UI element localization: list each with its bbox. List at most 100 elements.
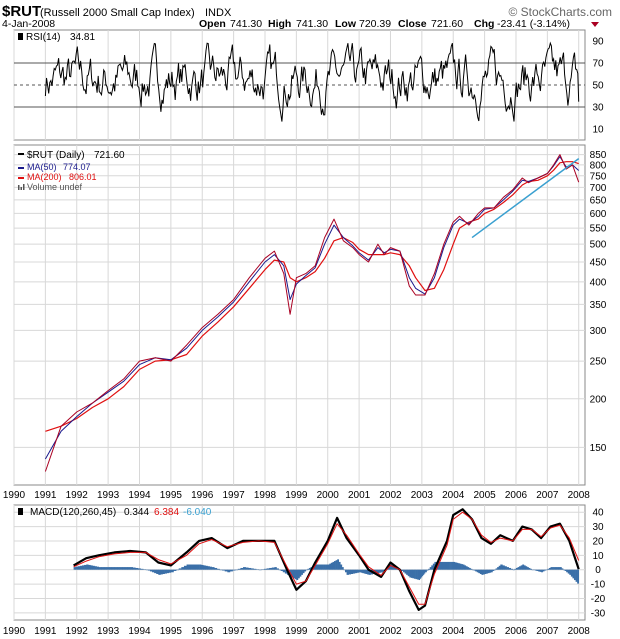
macd-histogram-bar — [149, 569, 153, 572]
price-line — [44, 154, 580, 472]
rsi-plot: 90 70 50 30 10 — [13, 30, 604, 140]
price-tick-label: 300 — [590, 326, 607, 337]
macd-histogram-bar — [429, 567, 432, 570]
macd-histogram-bar — [360, 569, 363, 573]
macd-histogram-bar — [457, 563, 460, 570]
x-axis-year-label: 1999 — [285, 490, 308, 501]
x-axis-year-label: 1990 — [3, 626, 26, 637]
ma50-legend-label: MA(50) — [27, 162, 57, 172]
price-legend-value: 721.60 — [94, 150, 125, 161]
x-axis-year-label: 2004 — [442, 626, 465, 637]
macd-histogram-bar — [188, 564, 192, 570]
macd-histogram-bar — [315, 564, 318, 570]
macd-histogram-bar — [473, 569, 476, 571]
price-tick-label: 200 — [590, 394, 607, 405]
macd-histogram-bar — [431, 565, 434, 570]
macd-histogram-bar — [390, 564, 393, 570]
macd-histogram-bar — [376, 569, 380, 574]
macd-histogram-bar — [492, 569, 495, 571]
chg-value: -23.41 (-3.14%) — [497, 18, 570, 30]
macd-histogram-bar — [541, 569, 543, 573]
macd-histogram-bar — [156, 569, 159, 574]
macd-histogram-bar — [77, 566, 81, 570]
macd-histogram-bar — [577, 569, 580, 584]
x-axis-year-label: 1997 — [222, 626, 245, 637]
macd-histogram-bar — [420, 569, 423, 578]
macd-histogram-bar — [534, 569, 537, 571]
macd-histogram-bar — [291, 569, 294, 578]
macd-histogram-bar — [352, 569, 356, 574]
macd-histogram-bar — [346, 569, 349, 575]
x-axis-year-label: 1998 — [254, 626, 277, 637]
x-axis-year-label: 1996 — [191, 626, 214, 637]
macd-histogram-bar — [81, 565, 85, 570]
macd-histogram-bar — [550, 567, 553, 570]
x-axis-year-label: 2002 — [379, 626, 402, 637]
macd-histogram-bar — [338, 561, 341, 570]
macd-tick-label: 40 — [592, 508, 604, 519]
macd-histogram-bar — [536, 569, 539, 571]
low-label: Low — [335, 18, 357, 30]
x-axis-year-label: 1991 — [34, 490, 57, 501]
macd-histogram-bar — [525, 566, 528, 570]
price-panel — [13, 144, 586, 486]
macd-histogram-bar — [334, 561, 336, 570]
quote-date: 4-Jan-2008 — [2, 18, 55, 30]
macd-histogram-bar — [504, 566, 507, 570]
x-axis-year-label: 2000 — [317, 626, 340, 637]
price-tick-label: 450 — [590, 257, 607, 268]
macd-histogram-bar — [290, 569, 292, 577]
macd-histogram-bar — [98, 567, 102, 570]
macd-histogram-bar — [362, 569, 365, 574]
macd-histogram-bar — [186, 564, 189, 570]
macd-histogram-bar — [199, 564, 202, 570]
ma50-legend-swatch — [18, 167, 24, 169]
macd-histogram-bar — [308, 567, 311, 570]
macd-histogram-bar — [258, 569, 262, 571]
macd-histogram-bar — [506, 567, 509, 570]
macd-histogram-bar — [302, 569, 305, 574]
high-value: 741.30 — [296, 18, 328, 30]
macd-histogram-bar — [337, 559, 340, 570]
macd-histogram-bar — [293, 569, 296, 579]
macd-histogram-bar — [329, 563, 332, 570]
macd-histogram-bar — [453, 561, 456, 570]
x-axis-year-label: 1993 — [97, 626, 120, 637]
macd-histogram-bar — [381, 569, 383, 573]
x-axis-year-label: 2003 — [411, 626, 434, 637]
macd-histogram-bar — [145, 569, 149, 571]
macd-histogram-bar — [276, 568, 279, 570]
x-axis-year-label: 2003 — [411, 490, 434, 501]
volume-legend-label: Volume undef — [27, 182, 83, 192]
macd-histogram-bar — [461, 564, 463, 570]
macd-histogram-bar — [548, 567, 551, 570]
price-tick-label: 600 — [590, 209, 607, 220]
macd-histogram-bar — [214, 567, 218, 570]
macd-histogram-bar — [401, 569, 404, 571]
macd-histogram-bar — [440, 561, 444, 570]
macd-histogram-bar — [459, 563, 462, 570]
rsi-line — [44, 41, 580, 122]
macd-histogram-bar — [555, 567, 558, 570]
ma50-legend-value: 774.07 — [63, 162, 91, 172]
macd-histogram-bar — [564, 569, 567, 571]
macd-histogram-bar — [489, 569, 492, 573]
macd-histogram-bar — [481, 569, 484, 575]
rsi-tick-label: 30 — [592, 103, 604, 114]
macd-histogram-bar — [164, 569, 167, 574]
macd-histogram-bar — [127, 567, 131, 570]
macd-histogram-bar — [284, 569, 288, 574]
macd-histogram-bar — [494, 569, 496, 571]
macd-histogram-bar — [567, 569, 570, 574]
macd-histogram-bar — [410, 569, 413, 578]
macd-histogram-bar — [269, 567, 273, 570]
brand-watermark: © StockCharts.com — [508, 5, 612, 19]
macd-histogram-bar — [553, 567, 556, 570]
macd-histogram-bar — [109, 567, 113, 570]
macd-histogram-bar — [250, 568, 254, 570]
macd-histogram-bar — [419, 569, 422, 579]
macd-histogram-bar — [137, 568, 141, 570]
macd-histogram-bar — [168, 569, 172, 573]
macd-histogram-bar — [154, 569, 157, 574]
macd-histogram-bar — [500, 564, 503, 570]
